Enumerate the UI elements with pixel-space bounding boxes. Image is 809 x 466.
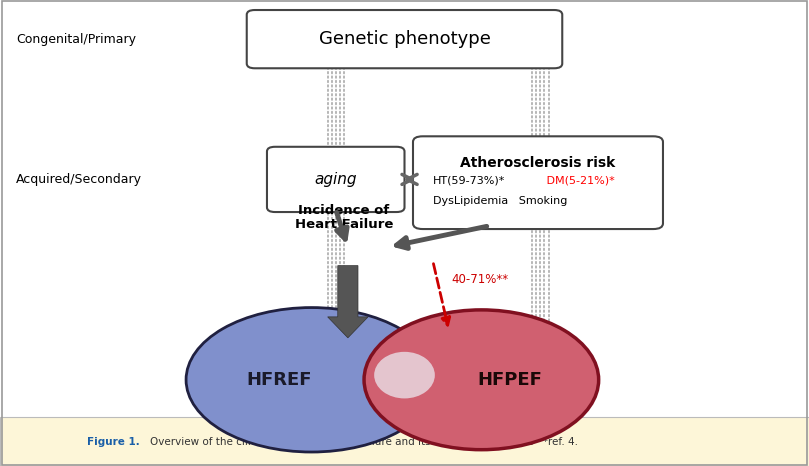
FancyBboxPatch shape <box>413 137 663 229</box>
Text: DysLipidemia   Smoking: DysLipidemia Smoking <box>433 196 567 206</box>
Text: HFREF: HFREF <box>247 371 311 389</box>
Text: 40-71%**: 40-71%** <box>451 273 509 286</box>
Text: Genetic phenotype: Genetic phenotype <box>319 30 490 48</box>
Text: Overview of the clinical course of heart failure and its risk factors *: ref. 3 : Overview of the clinical course of heart… <box>150 437 578 446</box>
Text: Congenital/Primary: Congenital/Primary <box>16 33 136 46</box>
Ellipse shape <box>364 310 599 450</box>
Text: Incidence of: Incidence of <box>299 204 389 217</box>
Text: Heart Failure: Heart Failure <box>294 218 393 231</box>
FancyBboxPatch shape <box>267 147 404 212</box>
Ellipse shape <box>186 308 437 452</box>
FancyBboxPatch shape <box>0 417 809 466</box>
Text: Atherosclerosis risk: Atherosclerosis risk <box>460 156 616 170</box>
Text: DM(5-21%)*: DM(5-21%)* <box>543 175 615 185</box>
Ellipse shape <box>374 352 435 398</box>
Text: HFPEF: HFPEF <box>477 371 542 389</box>
FancyArrow shape <box>316 340 356 366</box>
FancyArrow shape <box>520 340 561 366</box>
FancyBboxPatch shape <box>247 10 562 68</box>
Text: aging: aging <box>315 172 357 187</box>
Text: Acquired/Secondary: Acquired/Secondary <box>16 173 142 186</box>
Text: HT(59-73%)*: HT(59-73%)* <box>433 175 505 185</box>
Text: Figure 1.: Figure 1. <box>87 437 140 446</box>
FancyArrow shape <box>328 266 368 338</box>
